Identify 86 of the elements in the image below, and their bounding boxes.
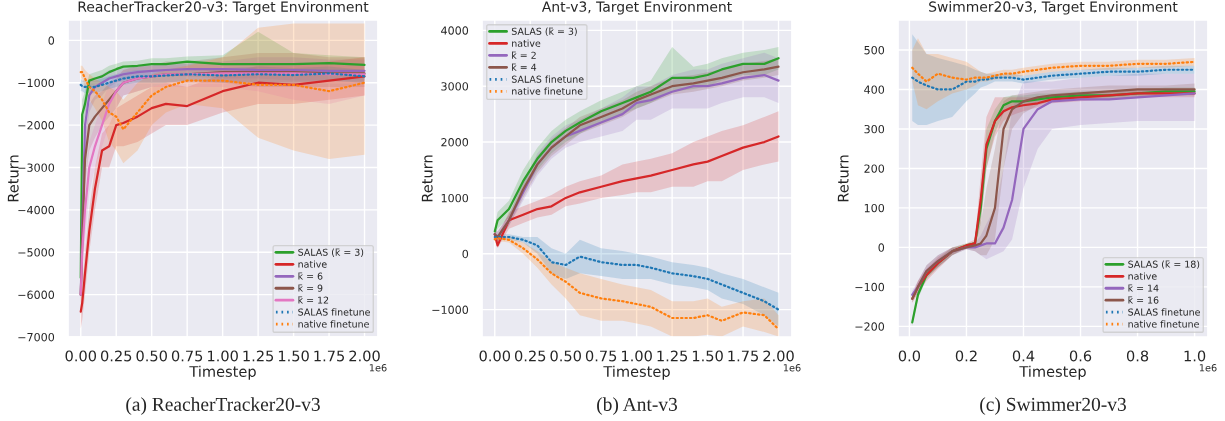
legend-label: k̄ = 4	[512, 63, 537, 71]
y-tick-label: −100	[855, 282, 885, 292]
text: (c) Swimmer20-v3	[980, 397, 1126, 415]
x-tick-label: 0.4	[1012, 350, 1035, 362]
legend-label: native	[298, 260, 327, 268]
text: 1e6	[1199, 364, 1217, 372]
y-tick-label: 200	[864, 164, 885, 173]
y-tick-label: −1000	[432, 305, 469, 315]
legend-label: native finetune	[298, 320, 369, 328]
line-series	[911, 60, 1196, 83]
y-tick-label: 100	[864, 203, 885, 213]
y-tick-label: −7000	[18, 332, 55, 342]
x-tick-label: 0.8	[1126, 350, 1149, 362]
x-tick-label: 2.00	[763, 350, 794, 362]
legend-label: SALAS (k̄ = 3)	[511, 27, 577, 36]
y-tick-label: 0	[462, 249, 469, 259]
y-tick-label: 400	[864, 85, 885, 94]
x-tick-label: 0.25	[514, 350, 546, 362]
legend-label: k̄ = 14	[1128, 284, 1159, 292]
y-tick-label: −5000	[18, 248, 55, 257]
legend-label: k̄ = 6	[298, 272, 323, 280]
legend-label: SALAS finetune	[1128, 308, 1200, 316]
x-tick-label: 0.6	[1069, 350, 1092, 362]
legend-label: k̄ = 9	[298, 284, 323, 292]
y-tick-label: −2000	[18, 121, 55, 130]
legend-label: native	[1128, 272, 1157, 280]
x-tick-label: 1.25	[657, 350, 688, 362]
legend-label: native	[512, 39, 541, 47]
x-tick-label: 0.75	[171, 350, 203, 362]
text: 1e6	[369, 364, 387, 372]
x-tick-label: 0.00	[479, 350, 511, 362]
x-tick-label: 1.0	[1184, 350, 1206, 362]
x-tick-label: 1.75	[314, 350, 345, 362]
text: 1e6	[783, 364, 801, 372]
x-tick-label: 1.50	[278, 350, 309, 362]
x-tick-label: 0.25	[100, 350, 132, 362]
y-axis-title: Return	[7, 155, 19, 202]
legend-label: k̄ = 16	[1128, 296, 1159, 304]
x-axis-title: Timestep	[1019, 365, 1086, 380]
y-tick-label: 4000	[441, 26, 469, 35]
legend-label: SALAS (k̄ = 18)	[1128, 260, 1200, 269]
x-tick-label: 1.00	[208, 350, 238, 362]
text: (b) Ant-v3	[597, 397, 678, 415]
y-tick-label: −1000	[18, 78, 55, 88]
chart-title: ReacherTracker20-v3: Target Environment	[78, 1, 369, 15]
y-axis-title: Return	[837, 155, 849, 202]
x-tick-label: 1.75	[728, 350, 759, 362]
x-tick-label: 0.0	[898, 350, 921, 362]
x-tick-label: 1.50	[692, 350, 723, 362]
x-tick-label: 1.00	[622, 350, 652, 362]
y-tick-label: −6000	[18, 290, 55, 299]
x-tick-label: 0.50	[550, 350, 581, 362]
y-tick-label: −4000	[18, 205, 55, 215]
x-tick-label: 0.2	[955, 350, 977, 362]
line-series	[493, 135, 780, 247]
y-tick-label: −3000	[18, 163, 55, 172]
legend-label: native finetune	[1128, 320, 1199, 328]
y-tick-label: 3000	[441, 82, 469, 91]
line-series	[911, 68, 1196, 91]
x-tick-label: 1.25	[243, 350, 274, 362]
y-tick-label: 0	[878, 243, 885, 252]
legend-label: SALAS (k̄ = 3)	[298, 248, 364, 257]
x-axis-title: Timestep	[603, 365, 670, 380]
y-tick-label: −200	[855, 322, 885, 331]
x-tick-label: 0.75	[585, 350, 617, 362]
x-tick-label: 0.50	[136, 350, 167, 362]
legend-label: SALAS finetune	[511, 75, 584, 83]
x-axis-title: Timestep	[189, 365, 256, 380]
legend-label: k̄ = 2	[512, 51, 536, 59]
chart-title: Ant-v3, Target Environment	[541, 1, 732, 15]
y-tick-label: 300	[864, 124, 885, 134]
x-tick-label: 2.00	[349, 350, 380, 362]
y-tick-label: 500	[864, 45, 885, 55]
line-series	[493, 235, 780, 311]
line-series	[79, 71, 366, 131]
y-tick-label: 1000	[441, 193, 469, 203]
chart-title: Swimmer20-v3, Target Environment	[929, 1, 1178, 15]
legend-label: native finetune	[512, 87, 583, 95]
y-tick-label: 2000	[441, 138, 469, 147]
y-tick-label: 0	[48, 36, 55, 45]
legend-label: SALAS finetune	[298, 308, 370, 316]
y-axis-title: Return	[421, 155, 433, 202]
line-series	[79, 72, 366, 89]
legend-label: k̄ = 12	[298, 296, 329, 304]
x-tick-label: 0.00	[65, 350, 97, 362]
text: (a) ReacherTracker20-v3	[126, 397, 320, 415]
